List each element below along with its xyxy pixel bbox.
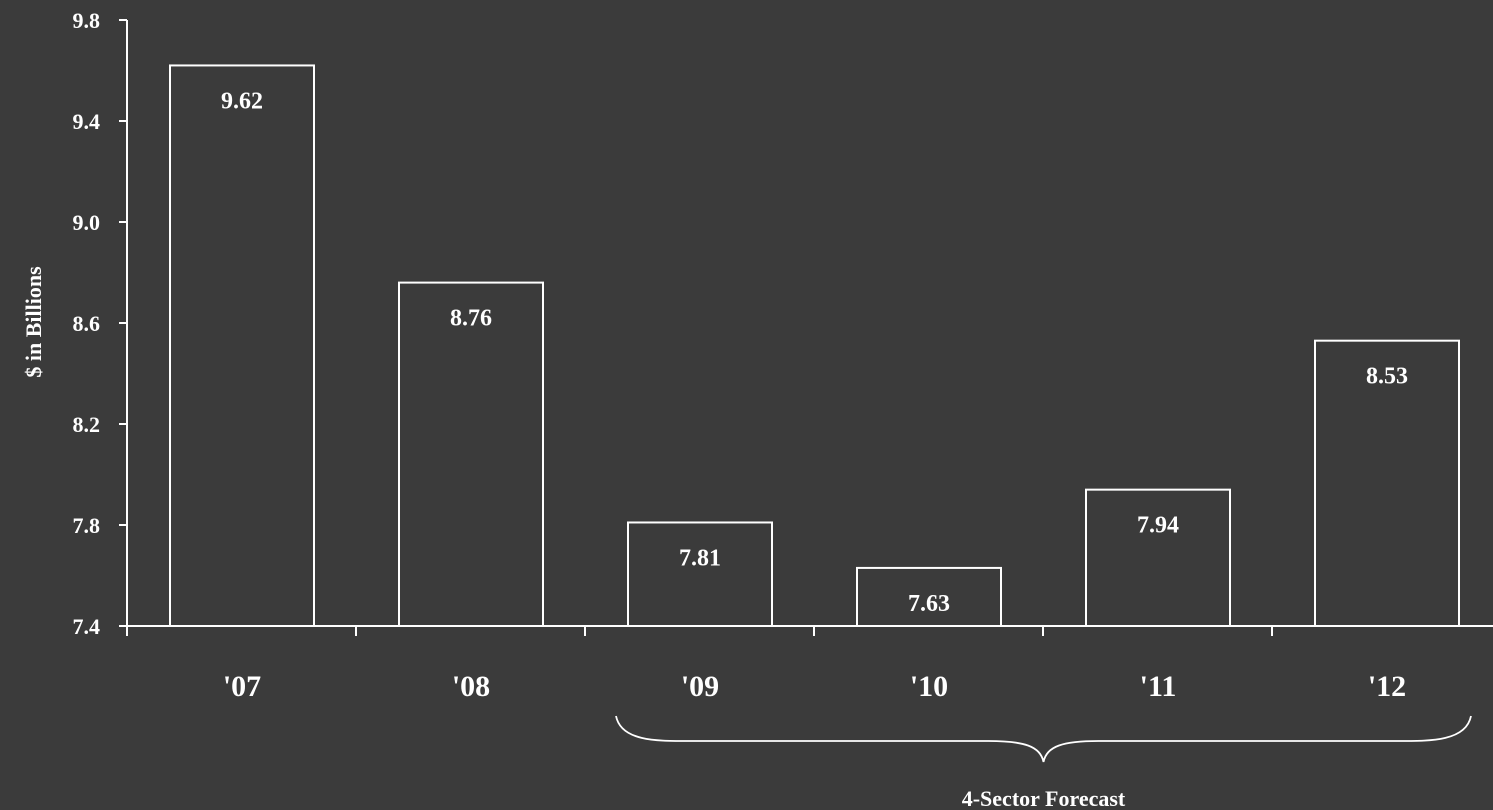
bar-value-label: 7.94 [1137,513,1179,539]
bar [627,521,773,627]
y-tick-label: 9.0 [73,210,101,235]
bar-value-label: 7.81 [679,545,721,571]
bar [398,281,544,627]
x-tick-label: '10 [910,670,948,703]
category-labels: '07 '08 '09 '10 '11 '12 [223,670,1406,703]
forecast-label: 4-Sector Forecast [962,786,1126,810]
y-axis-title: $ in Billions [21,266,46,378]
bars [169,64,1460,627]
x-tick-label: '11 [1140,670,1177,703]
bar-labels: 9.62 8.76 7.81 7.63 7.94 8.53 [221,88,1408,616]
bar-value-label: 8.76 [450,306,492,332]
y-tick-label: 7.4 [73,614,101,639]
bar [856,566,1002,627]
x-tick-label: '12 [1368,670,1406,703]
y-tick-label: 7.8 [73,513,101,538]
x-tick-label: '09 [681,670,719,703]
y-ticks: 7.4 7.8 8.2 8.6 9.0 9.4 9.8 [73,8,127,639]
axes [126,20,1493,627]
bar-value-label: 9.62 [221,88,263,114]
bar-value-label: 8.53 [1366,364,1408,390]
forecast-brace [615,715,1472,763]
y-tick-label: 9.4 [73,109,101,134]
x-tick-label: '07 [223,670,261,703]
bar [169,64,315,627]
bar [1085,488,1231,627]
x-ticks [126,626,1273,636]
bar [1314,339,1460,627]
y-tick-label: 9.8 [73,8,101,33]
y-tick-label: 8.6 [73,311,101,336]
y-tick-label: 8.2 [73,412,101,437]
bar-value-label: 7.63 [908,591,950,617]
x-tick-label: '08 [452,670,490,703]
